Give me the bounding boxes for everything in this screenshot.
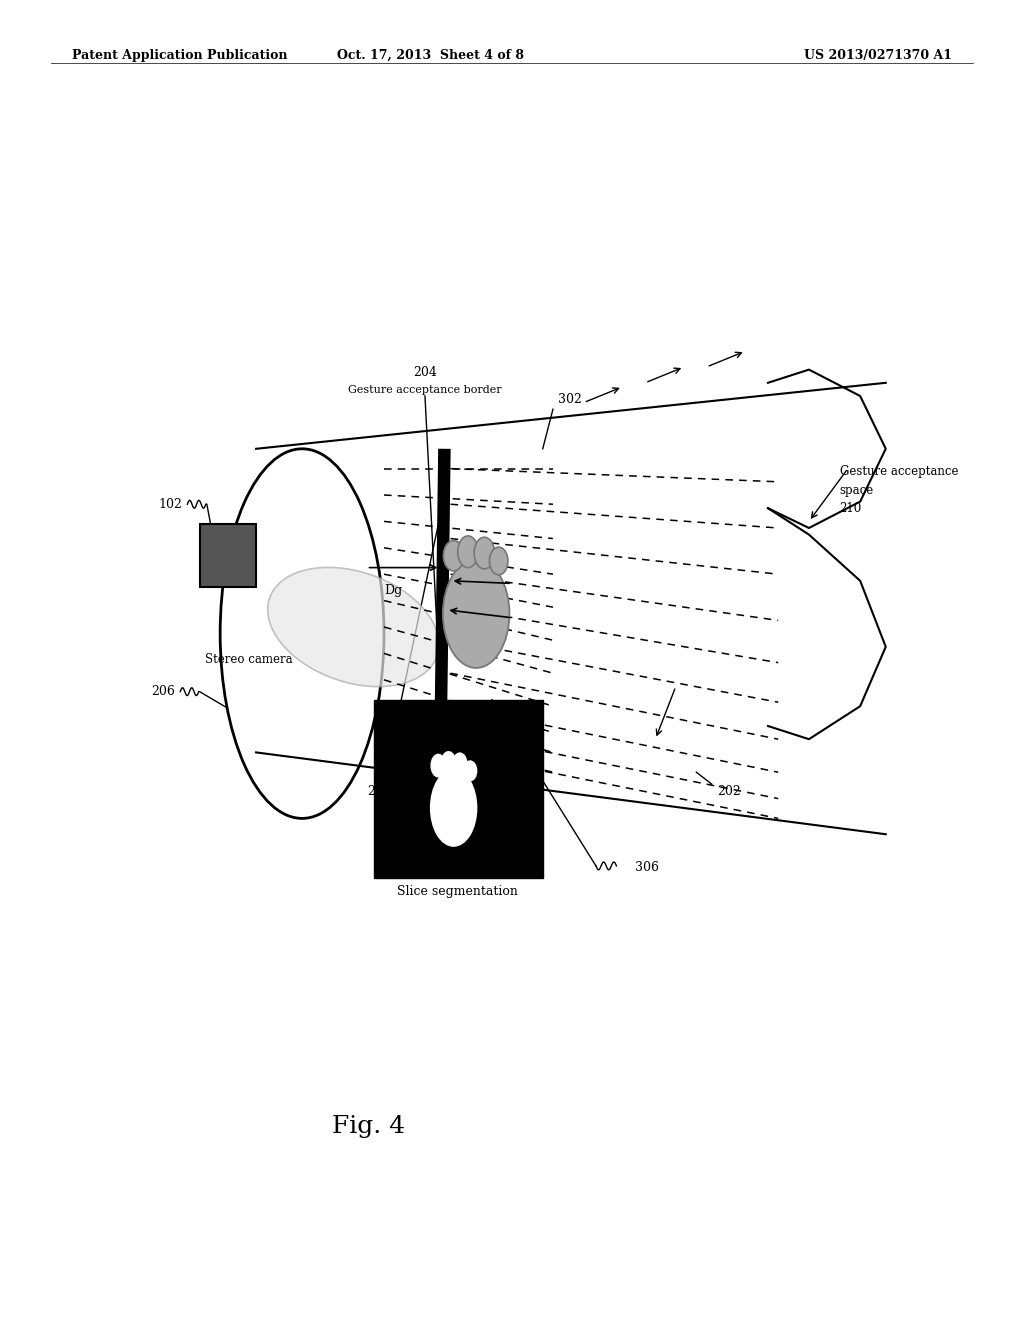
Ellipse shape <box>267 568 439 686</box>
Text: 206: 206 <box>152 685 175 698</box>
Ellipse shape <box>453 752 467 776</box>
Text: Gesture acceptance: Gesture acceptance <box>840 465 958 478</box>
Text: 204: 204 <box>413 366 437 379</box>
Ellipse shape <box>458 536 478 568</box>
Ellipse shape <box>441 751 456 774</box>
Text: Patent Application Publication: Patent Application Publication <box>72 49 287 62</box>
Ellipse shape <box>443 541 464 570</box>
Text: Dg: Dg <box>384 583 402 597</box>
Ellipse shape <box>430 770 477 846</box>
Ellipse shape <box>474 537 495 569</box>
Ellipse shape <box>220 449 384 818</box>
Text: space: space <box>840 483 873 496</box>
Text: Stereo camera: Stereo camera <box>205 652 293 665</box>
Ellipse shape <box>442 560 510 668</box>
Ellipse shape <box>489 546 508 574</box>
Text: Fig. 4: Fig. 4 <box>332 1115 406 1138</box>
Text: 210: 210 <box>840 502 862 515</box>
Text: 302: 302 <box>558 392 582 405</box>
Text: 306: 306 <box>635 861 658 874</box>
Bar <box>200 524 256 587</box>
Bar <box>374 700 543 878</box>
Text: 204: 204 <box>367 784 391 797</box>
Text: Slice segmentation: Slice segmentation <box>397 884 518 898</box>
Text: 102: 102 <box>159 498 182 511</box>
Text: Gesture acceptance border: Gesture acceptance border <box>348 385 502 396</box>
Text: Oct. 17, 2013  Sheet 4 of 8: Oct. 17, 2013 Sheet 4 of 8 <box>337 49 523 62</box>
Ellipse shape <box>263 459 330 572</box>
Ellipse shape <box>463 760 477 780</box>
Ellipse shape <box>431 754 445 776</box>
Text: US 2013/0271370 A1: US 2013/0271370 A1 <box>804 49 952 62</box>
Text: 202: 202 <box>717 784 740 797</box>
